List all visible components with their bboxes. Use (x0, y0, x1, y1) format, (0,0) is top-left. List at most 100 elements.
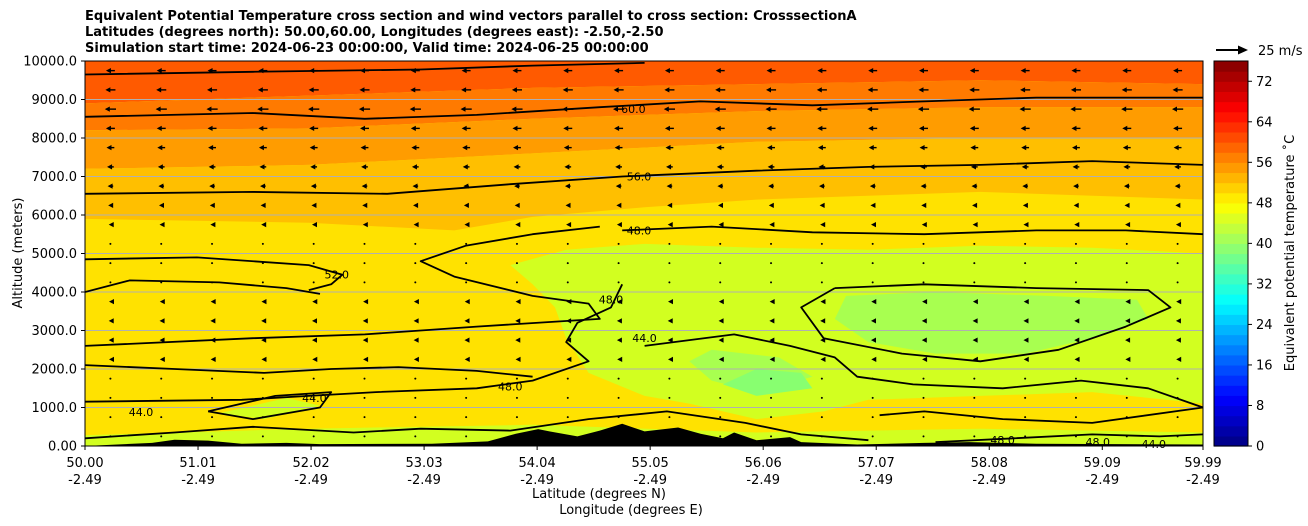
y-tick-label-4: 4000.0 (32, 286, 78, 301)
x-tick-label-lon-0: -2.49 (68, 473, 102, 488)
wind-vector (871, 435, 874, 438)
wind-vector (719, 396, 722, 399)
wind-vector (566, 262, 569, 265)
wind-vector-head (818, 164, 824, 170)
wind-vector (312, 281, 315, 284)
wind-vector-head (563, 125, 569, 131)
wind-vector (1024, 377, 1027, 380)
wind-vector-head (616, 222, 622, 228)
wind-vector-head (261, 337, 267, 343)
wind-vector-head (1171, 106, 1177, 112)
x-tick-label-lat-6: 56.06 (745, 456, 782, 471)
wind-vector (465, 377, 468, 380)
wind-vector-head (972, 356, 978, 362)
wind-vector-head (209, 183, 215, 189)
wind-vector (1125, 242, 1128, 245)
wind-vector (973, 262, 976, 265)
wind-vector-head (820, 356, 826, 362)
wind-vector-head (413, 202, 419, 208)
wind-vector-head (1070, 106, 1076, 112)
wind-vector (465, 396, 468, 399)
wind-vector-head (310, 164, 316, 170)
wind-vector-head (413, 299, 419, 305)
colorbar-segment-31 (1214, 121, 1248, 133)
wind-vector-head (1174, 164, 1180, 170)
x-tick-label-lon-8: -2.49 (972, 473, 1006, 488)
wind-vector-head (566, 356, 572, 362)
wind-vector-head (1021, 145, 1027, 151)
colorbar-segment-11 (1214, 324, 1248, 336)
wind-vector-head (921, 318, 927, 324)
wind-vector (312, 416, 315, 419)
wind-vector-head (1122, 145, 1128, 151)
axes: 50.00 -2.49 51.01 -2.49 52.02 -2.49 53.03 -2.49… (23, 55, 1221, 489)
contour-lines (85, 62, 1203, 443)
wind-vector (719, 377, 722, 380)
wind-vector-head (462, 145, 468, 151)
colorbar-segment-14 (1214, 294, 1248, 305)
wind-vector-head (566, 337, 572, 343)
wind-vector-head (155, 106, 161, 112)
colorbar-segment-35 (1214, 81, 1248, 92)
wind-vector-head (464, 318, 470, 324)
wind-vector-head (718, 337, 724, 343)
wind-vector (871, 396, 874, 399)
colorbar-segment-36 (1214, 71, 1248, 82)
wind-vector-head (207, 87, 213, 93)
wind-vector-head (514, 183, 520, 189)
wind-vector-head (768, 183, 774, 189)
wind-vector-head (156, 68, 162, 74)
wind-vector (1125, 416, 1128, 419)
x-tick-label-lon-10: -2.49 (1186, 473, 1220, 488)
wind-vector (414, 416, 417, 419)
wind-vector (1074, 396, 1077, 399)
wind-vector-head (257, 106, 263, 112)
fill-band-7 (722, 369, 813, 396)
wind-vector-head (413, 222, 419, 228)
wind-vector (820, 396, 823, 399)
wind-vector-head (1020, 125, 1026, 131)
wind-vector-head (769, 318, 775, 324)
wind-vector-head (715, 125, 721, 131)
wind-vector-head (259, 164, 265, 170)
wind-vector-head (461, 87, 467, 93)
wind-vector (1074, 262, 1077, 265)
wind-vector-head (614, 68, 620, 74)
wind-vector (719, 416, 722, 419)
wind-vector-head (971, 183, 977, 189)
wind-vector-head (464, 222, 470, 228)
wind-vector-head (820, 299, 826, 305)
colorbar-frame (1213, 60, 1249, 447)
wind-vector-head (667, 337, 673, 343)
wind-vector-head (715, 87, 721, 93)
wind-vector-head (156, 125, 162, 131)
x-axis-title-lon: Longitude (degrees E) (559, 503, 703, 518)
wind-vector (515, 396, 518, 399)
wind-vector-head (716, 164, 722, 170)
wind-vector (820, 416, 823, 419)
wind-vector-head (969, 125, 975, 131)
contour-52-5 (85, 279, 321, 295)
wind-vector (922, 416, 925, 419)
wind-vector-head (769, 222, 775, 228)
contour-44-9 (644, 333, 1203, 409)
wind-vector (414, 262, 417, 265)
wind-vector (566, 281, 569, 284)
wind-vector (211, 416, 214, 419)
wind-vector-head (1175, 202, 1181, 208)
wind-vector-head (360, 125, 366, 131)
wind-vector-head (970, 164, 976, 170)
wind-vector (770, 281, 773, 284)
contour-44-12 (85, 410, 869, 442)
wind-vector-head (1023, 299, 1029, 305)
wind-vector-head (105, 125, 111, 131)
colorbar-tick-label-8: 64 (1256, 115, 1273, 130)
wind-vector-head (871, 337, 877, 343)
wind-vector-head (309, 125, 315, 131)
wind-vector-head (766, 125, 772, 131)
wind-vector (1176, 377, 1179, 380)
wind-vector (820, 435, 823, 438)
wind-vector-head (208, 164, 214, 170)
wind-vector (363, 262, 366, 265)
